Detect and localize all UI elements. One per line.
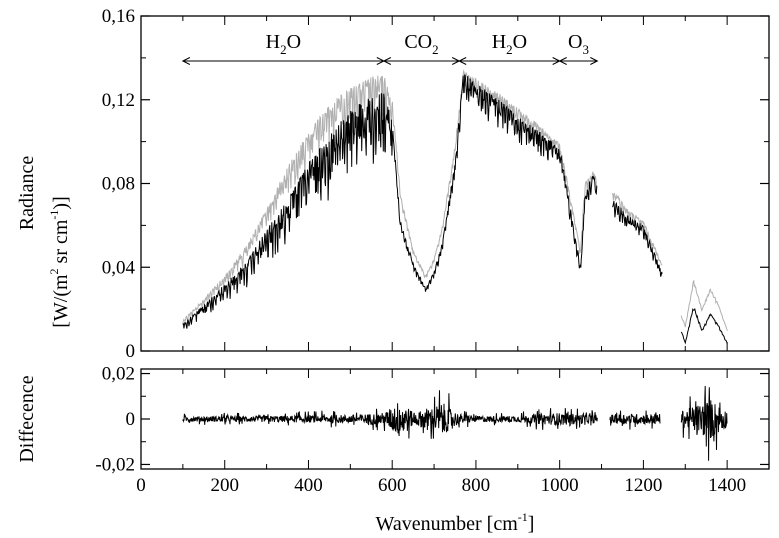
- band-arrow-head-left: [382, 57, 392, 65]
- band-arrow-head-left: [458, 57, 467, 65]
- x-axis-title: Wavenumber [cm-1]: [376, 510, 535, 535]
- radiance-plot-frame: [140, 15, 770, 352]
- x-tick-label: 1000: [541, 475, 579, 496]
- x-tick-label: 1400: [708, 475, 746, 496]
- radiance-series-measured: [182, 74, 728, 345]
- band-arrow-head-left: [558, 57, 567, 65]
- band-label: CO2: [404, 31, 438, 57]
- x-tick-label: 800: [462, 475, 491, 496]
- x-tick-label: 400: [294, 475, 323, 496]
- difference-y-tick-label: 0: [126, 409, 136, 430]
- band-arrow-head-left: [181, 57, 191, 65]
- y-axis-title-radiance: Radiance: [16, 156, 38, 231]
- radiance-y-tick-label: 0: [126, 341, 136, 362]
- difference-x-ticks: 0 200 400 600 800 1000 1200 1400: [136, 369, 770, 496]
- x-tick-label: 0: [136, 475, 146, 496]
- radiance-panel: 0 0,04 0,08 0,12 0,16 H2O CO2 H2O O3: [102, 6, 770, 362]
- difference-series-segment: [609, 410, 661, 430]
- x-tick-label: 1200: [624, 475, 662, 496]
- band-arrow-head-right: [590, 57, 599, 65]
- band-annotations: H2O CO2 H2O O3: [181, 31, 599, 65]
- radiance-y-tick-label: 0,12: [102, 90, 135, 111]
- radiance-y-tick-label: 0,16: [102, 6, 135, 27]
- x-tick-label: 200: [210, 475, 239, 496]
- radiance-y-tick-label: 0,04: [102, 257, 136, 278]
- band-label: H2O: [492, 31, 527, 57]
- difference-y-tick-label: -0,02: [95, 454, 135, 475]
- y-axis-title-difference: Diffecence: [16, 375, 38, 462]
- difference-y-tick-label: 0,02: [102, 364, 135, 385]
- difference-series-segment: [680, 385, 728, 461]
- radiance-series-simulated: [182, 69, 728, 331]
- difference-series-group: [182, 385, 728, 461]
- y-axis-title-radiance-units: [W/(m2 sr cm-1)]: [47, 196, 72, 328]
- band-label: H2O: [266, 31, 301, 57]
- radiance-series-group: [182, 69, 728, 345]
- difference-series-segment: [182, 390, 598, 439]
- radiance-y-tick-label: 0,08: [102, 174, 135, 195]
- band-label: O3: [568, 31, 589, 57]
- difference-y-ticks: -0,02 0 0,02: [95, 364, 769, 475]
- x-tick-label: 600: [378, 475, 407, 496]
- radiance-x-ticks: [140, 16, 770, 351]
- radiance-y-ticks: 0 0,04 0,08 0,12 0,16: [102, 6, 769, 362]
